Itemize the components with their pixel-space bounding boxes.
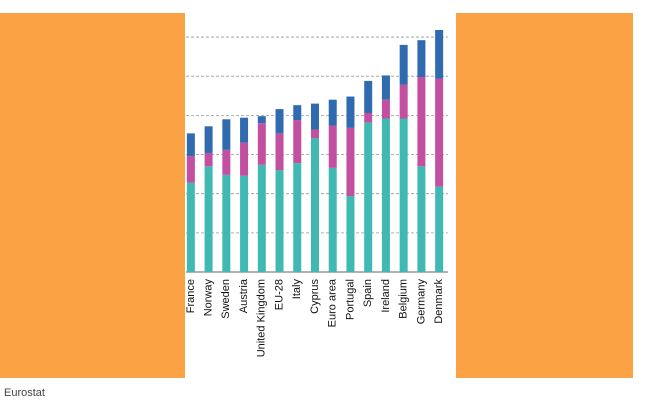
bar-segment [275, 133, 284, 171]
x-tick-label: Sweden [220, 279, 232, 319]
overlay-left [0, 13, 185, 378]
bar-segment [311, 138, 319, 272]
bar-segment [222, 174, 231, 272]
x-tick-label: Belgium [398, 279, 410, 319]
bar-segment [275, 109, 284, 134]
plot: France Norway Sweden Austria United Kingdom E… [185, 29, 448, 357]
x-tick-label: Cyprus [309, 279, 321, 314]
bar-segment [364, 80, 373, 114]
bar-segment [204, 152, 213, 167]
bar-segment [328, 125, 337, 168]
bar-segment [435, 78, 444, 187]
bar-segment [328, 99, 337, 126]
bar-segment [346, 196, 355, 272]
bar-segment [417, 40, 426, 77]
bar-segment [328, 167, 337, 272]
x-tick-label: Germany [415, 279, 427, 325]
bar-segment [293, 120, 302, 164]
x-tick-label: Portugal [344, 279, 356, 320]
overlay-right [456, 13, 633, 378]
x-tick-label: Italy [291, 279, 303, 300]
x-tick-label: Austria [238, 278, 250, 313]
x-tick-label: Euro area [327, 278, 339, 327]
bar-segment [417, 166, 426, 272]
bar-segment [417, 76, 426, 167]
bar-segment [293, 163, 302, 272]
bar-segment [381, 75, 390, 100]
bar-segment [204, 126, 213, 153]
bar-segment [275, 170, 284, 272]
bar-segment [204, 166, 213, 272]
x-tick-label: France [185, 279, 197, 313]
bar-segment [364, 122, 373, 272]
bar-segment [257, 164, 266, 272]
bar-segment [435, 29, 444, 79]
bar-segment [186, 133, 195, 157]
bar-segment [240, 142, 249, 176]
bar-segment [399, 84, 408, 119]
x-tick-label: Denmark [433, 279, 445, 324]
bar-segment [186, 156, 195, 183]
bar-segment [435, 186, 444, 272]
bar-segment [222, 149, 231, 175]
bar-segment [257, 116, 266, 124]
x-tick-label: United Kingdom [256, 279, 268, 357]
bar-segment [346, 127, 355, 197]
source: Eurostat [4, 387, 45, 399]
bar-segment [186, 182, 195, 272]
bar-segment [311, 103, 319, 130]
bar-segment [222, 119, 231, 150]
bar-segment [257, 123, 266, 165]
x-tick-label: EU-28 [273, 279, 285, 310]
bar-segment [399, 44, 408, 85]
bar-segment [311, 129, 319, 139]
bar-segment [364, 113, 373, 123]
bar-segment [293, 105, 302, 121]
x-tick-label: Ireland [380, 279, 392, 313]
x-tick-label: Spain [362, 279, 374, 307]
x-tick-label: Norway [203, 279, 215, 317]
bar-segment [240, 117, 249, 143]
bar-segment [381, 99, 390, 119]
bar-segment [240, 175, 249, 272]
bar-segment [346, 96, 355, 128]
bar-segment [399, 118, 408, 273]
bar-segment [381, 118, 390, 273]
